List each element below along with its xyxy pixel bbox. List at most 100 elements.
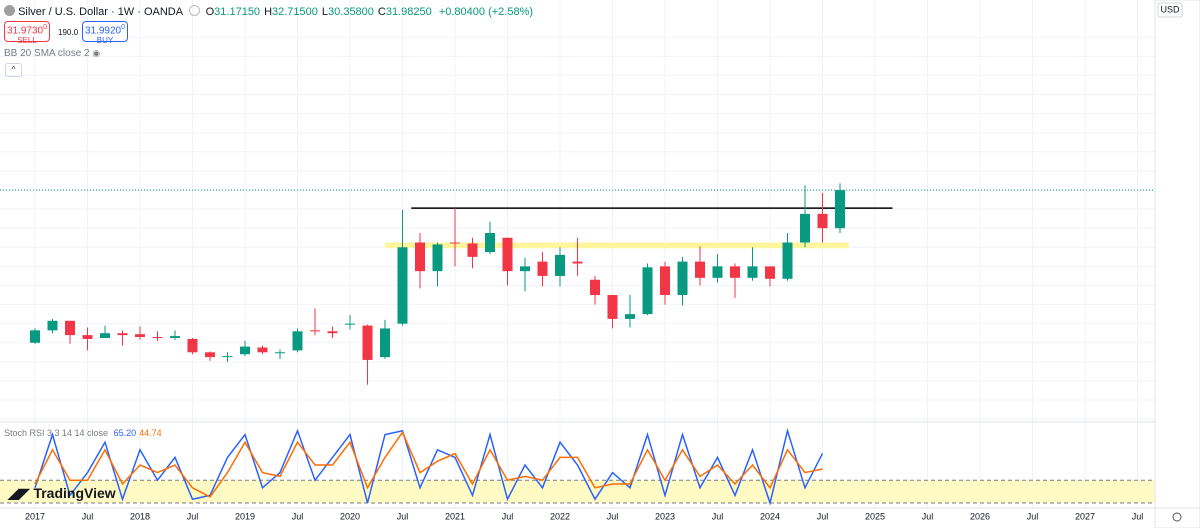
x-tick-label: 2025 xyxy=(865,511,885,521)
x-tick-label: 2019 xyxy=(235,511,255,521)
candle-body xyxy=(450,242,460,244)
grid xyxy=(0,0,1155,508)
candle-body xyxy=(747,266,758,278)
candle-body xyxy=(275,352,285,354)
candle-body xyxy=(47,320,58,331)
candle-body xyxy=(380,328,390,358)
x-tick-label: Jul xyxy=(82,511,94,521)
candle-body xyxy=(82,335,93,339)
candle-body xyxy=(292,331,303,351)
x-tick-label: 2024 xyxy=(760,511,780,521)
ohlc-value: 32.71500 xyxy=(272,6,318,18)
candle-body xyxy=(625,314,635,319)
candle-body xyxy=(835,190,845,229)
buy-button[interactable]: 31.99200 BUY xyxy=(82,21,128,46)
stoch-band xyxy=(0,480,1155,503)
currency-button[interactable] xyxy=(1157,2,1183,18)
candle-body xyxy=(730,266,740,278)
candle-body xyxy=(222,356,233,358)
candle-body xyxy=(152,337,163,339)
x-tick-label: Jul xyxy=(922,511,934,521)
spread: 190.0 xyxy=(58,28,79,37)
x-tick-label: Jul xyxy=(292,511,304,521)
stoch-values: 65.20%K44.74%D xyxy=(111,428,162,438)
candle-body xyxy=(660,266,670,296)
candle-body xyxy=(800,213,810,243)
ohlc-label: L xyxy=(321,6,329,18)
candle-body xyxy=(572,261,583,264)
symbol-row: Silver / U.S. Dollar · 1W · OANDA O31.17… xyxy=(4,5,533,18)
settings-icon[interactable] xyxy=(1172,512,1182,522)
candle-body xyxy=(415,242,425,272)
x-tick-label: Jul xyxy=(1027,511,1039,521)
candle-body xyxy=(677,261,688,296)
x-tick-label: Jul xyxy=(712,511,724,521)
candle-body xyxy=(397,247,408,324)
collapse-button[interactable]: ^ xyxy=(5,63,22,77)
candle-body xyxy=(100,333,110,338)
indicator-legend[interactable]: BB 20 SMA close 2 ◉ xyxy=(4,48,100,59)
candle-body xyxy=(467,243,478,257)
x-tick-label: Jul xyxy=(397,511,409,521)
stoch-line xyxy=(34,430,823,498)
stoch-value: 65.20 xyxy=(113,428,137,438)
candle-body xyxy=(187,338,198,353)
candle-body xyxy=(555,254,565,276)
ohlc-value: 31.98250 xyxy=(385,6,432,18)
x-tick-label: Jul xyxy=(187,511,199,521)
symbol[interactable]: Silver / U.S. Dollar · 1W · OANDA xyxy=(18,6,183,18)
sell-price: 31.9730 xyxy=(6,25,44,37)
ohlc: O31.17150 H32.71500 L30.35800 C31.98250 xyxy=(206,6,436,18)
branding: ◢◤ TradingView xyxy=(8,485,116,502)
stoch-value: 44.74 xyxy=(139,428,162,438)
candle-body xyxy=(765,266,775,279)
candle-body xyxy=(520,266,530,272)
ohlc-label: C xyxy=(377,6,386,18)
ohlc-label: O xyxy=(205,6,215,18)
candle-body xyxy=(537,261,548,276)
x-tick-label: 2021 xyxy=(445,511,465,521)
x-tick-label: Jul xyxy=(502,511,514,521)
eye-icon[interactable]: ◉ xyxy=(92,48,101,58)
x-tick-label: 2020 xyxy=(340,511,360,521)
x-tick-label: 2023 xyxy=(655,511,675,521)
candle-body xyxy=(170,336,180,338)
buy-price: 31.9920 xyxy=(84,25,122,37)
candle-body xyxy=(590,279,600,296)
indicator-name: BB 20 SMA close 2 xyxy=(4,48,90,59)
candle-body xyxy=(65,320,75,336)
sell-button[interactable]: 31.97300 SELL xyxy=(4,21,50,46)
candle-body xyxy=(327,331,338,334)
buy-fraction: 0 xyxy=(121,24,126,31)
stoch-legend: Stoch RSI 3 3 14 14 close 65.20%K44.74%D xyxy=(4,428,162,438)
candle-body xyxy=(345,323,355,325)
sell-label: SELL xyxy=(17,36,37,46)
candle-body xyxy=(642,267,653,315)
candle-body xyxy=(712,266,723,278)
x-tick-label: 2017 xyxy=(25,511,45,521)
candle-body xyxy=(310,330,320,332)
candle-body xyxy=(205,352,215,358)
branding-text: TradingView xyxy=(33,485,116,501)
x-tick-label: 2026 xyxy=(970,511,990,521)
x-tick-label: Jul xyxy=(1132,511,1144,521)
buy-label: BUY xyxy=(96,36,114,46)
ohlc-value: 31.17150 xyxy=(214,6,261,18)
candle-body xyxy=(30,330,40,343)
candle-body xyxy=(695,261,705,278)
logo: ◢◤ xyxy=(8,485,34,501)
x-tick-label: 2022 xyxy=(550,511,570,521)
candle-body xyxy=(135,334,145,338)
x-tick-label: Jul xyxy=(817,511,829,521)
sell-fraction: 0 xyxy=(43,24,48,31)
ohlc-value: 30.35800 xyxy=(328,6,374,18)
change: +0.80400 (+2.58%) xyxy=(438,6,534,18)
candle-body xyxy=(362,325,373,360)
stoch-title: Stoch RSI 3 3 14 14 close xyxy=(4,428,109,438)
x-tick-label: Jul xyxy=(607,511,619,521)
candle-body xyxy=(607,295,618,319)
x-tick-label: 2027 xyxy=(1075,511,1095,521)
candle-body xyxy=(817,213,828,229)
